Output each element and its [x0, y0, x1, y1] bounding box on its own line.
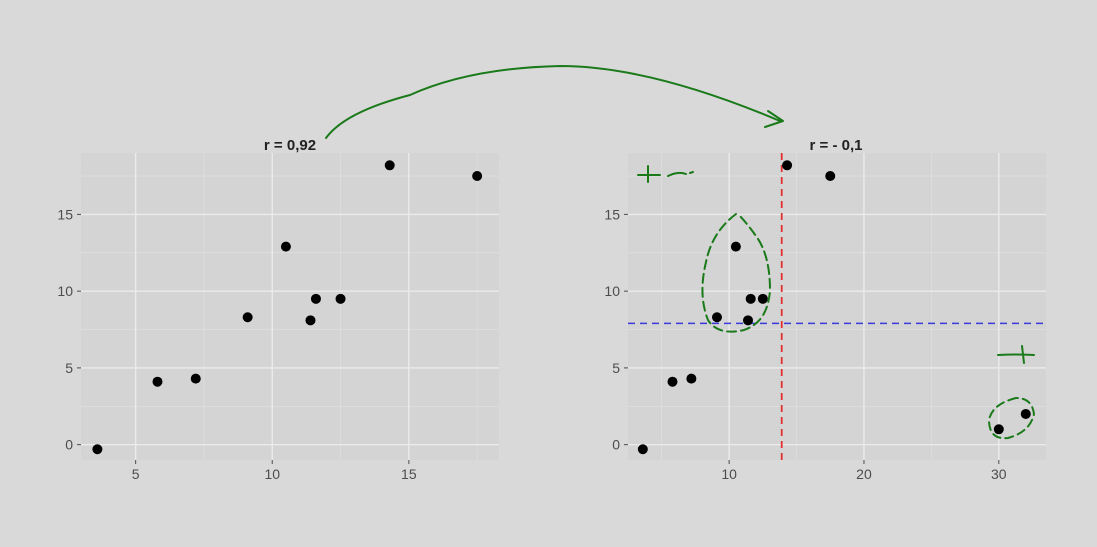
data-point: [305, 315, 316, 326]
plot-left-title: r = 0,92: [264, 137, 316, 154]
data-point: [730, 241, 741, 252]
data-point: [825, 171, 836, 182]
minus-sign-mark: [667, 171, 694, 177]
plot-left-points: [92, 160, 483, 455]
x-tick-label: 30: [991, 466, 1007, 482]
data-point: [190, 373, 201, 384]
data-point: [745, 293, 756, 304]
data-point: [711, 312, 722, 323]
plus-sign-mark: [637, 165, 661, 183]
data-point: [993, 424, 1004, 435]
data-point: [667, 376, 678, 387]
y-tick-label: 0: [65, 437, 73, 453]
data-point: [242, 312, 253, 323]
outlier-cluster-loop: [988, 397, 1035, 440]
y-tick-label: 10: [604, 283, 620, 299]
plot-right-points: [637, 160, 1031, 455]
plot-left-gridlines: [81, 153, 499, 460]
data-point: [1020, 408, 1031, 419]
plot-left: 5 10 15 0 5 10 15 r = 0,92: [57, 137, 499, 482]
data-point: [335, 293, 346, 304]
data-point: [152, 376, 163, 387]
y-tick-label: 0: [612, 437, 620, 453]
plot-left-y-ticks: 0 5 10 15: [57, 206, 81, 453]
data-point: [280, 241, 291, 252]
data-point: [92, 444, 103, 455]
data-point: [310, 293, 321, 304]
data-point: [782, 160, 793, 171]
y-tick-label: 15: [57, 206, 73, 222]
transition-arrow-head: [764, 110, 784, 128]
y-tick-label: 10: [57, 283, 73, 299]
plot-right-y-ticks: 0 5 10 15: [604, 206, 628, 453]
y-tick-label: 5: [65, 360, 73, 376]
y-tick-label: 5: [612, 360, 620, 376]
plot-left-x-ticks: 5 10 15: [132, 460, 417, 482]
plus-sign-mark-right: [997, 345, 1035, 364]
data-point: [757, 293, 768, 304]
x-tick-label: 20: [856, 466, 872, 482]
x-tick-label: 5: [132, 466, 140, 482]
data-point: [743, 315, 754, 326]
plot-left-panel: [81, 153, 499, 460]
plot-right-gridlines: [628, 153, 1046, 460]
data-point: [384, 160, 395, 171]
x-tick-label: 10: [721, 466, 737, 482]
x-tick-label: 15: [401, 466, 417, 482]
plot-right-x-ticks: 10 20 30: [721, 460, 1007, 482]
plot-right-title: r = - 0,1: [810, 137, 863, 154]
data-point: [472, 171, 483, 182]
x-tick-label: 10: [264, 466, 280, 482]
transition-arrow: [325, 65, 784, 139]
plot-right: 10 20 30 0 5 10 15 r = - 0,1: [604, 137, 1046, 482]
data-point: [637, 444, 648, 455]
upper-cluster-loop: [701, 213, 771, 333]
plot-right-panel: [628, 153, 1046, 460]
transition-arrow-curve: [325, 65, 781, 139]
data-point: [686, 373, 697, 384]
y-tick-label: 15: [604, 206, 620, 222]
hand-annotations: [637, 165, 1035, 440]
plot-right-mean-lines: [628, 153, 1046, 460]
